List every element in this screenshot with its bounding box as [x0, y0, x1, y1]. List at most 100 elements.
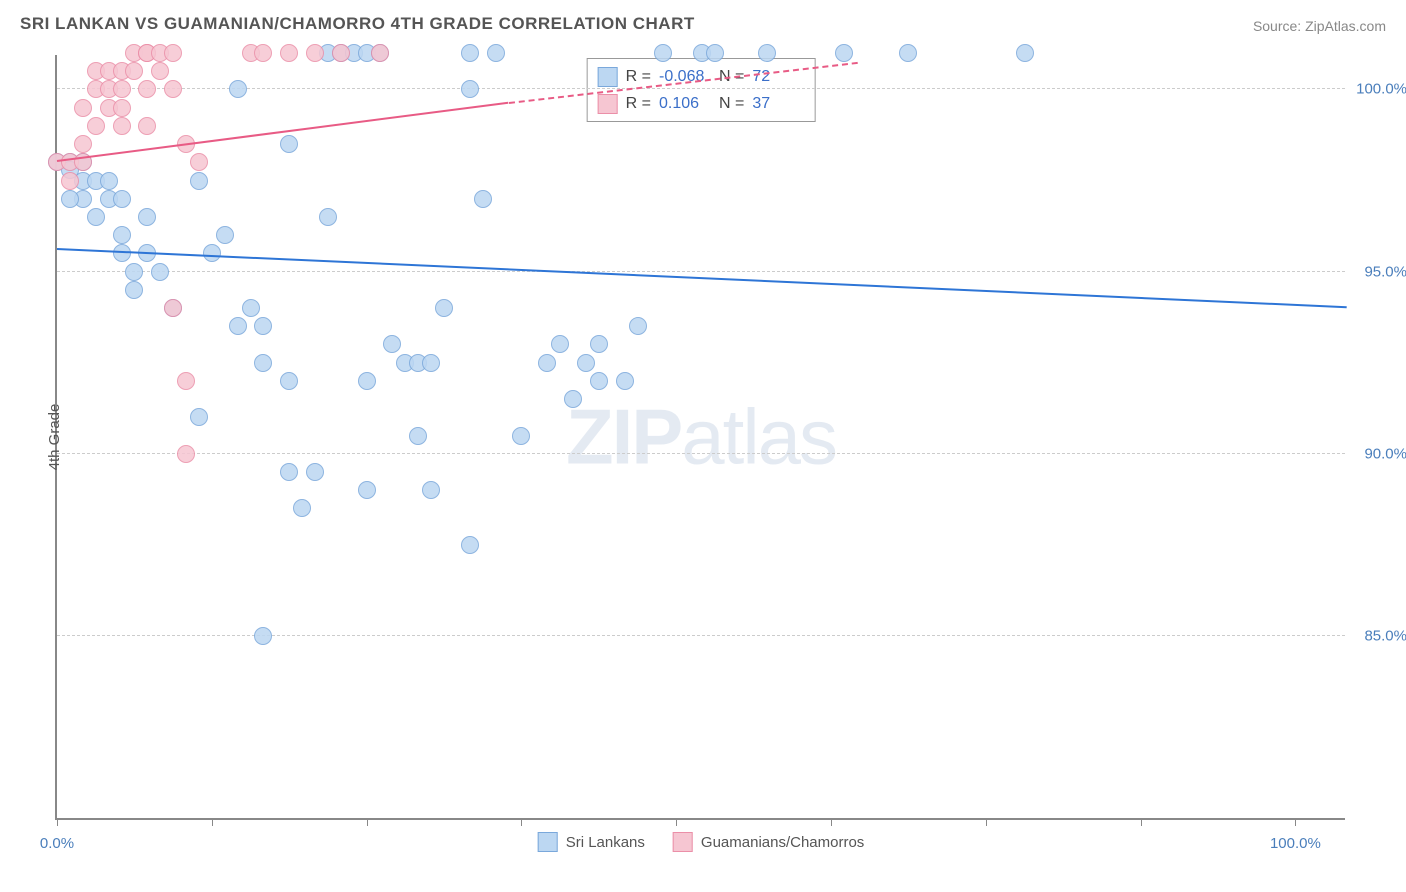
y-tick-label: 95.0% — [1364, 263, 1406, 280]
scatter-point — [254, 627, 272, 645]
scatter-point — [319, 208, 337, 226]
scatter-point — [538, 354, 556, 372]
stats-r-label-1: R = — [626, 90, 651, 117]
gridline-h — [57, 635, 1345, 636]
scatter-point — [654, 44, 672, 62]
scatter-point — [151, 263, 169, 281]
scatter-point — [164, 80, 182, 98]
scatter-point — [203, 244, 221, 262]
scatter-point — [280, 463, 298, 481]
stats-r-val-0: -0.068 — [659, 63, 711, 90]
x-tick — [1295, 818, 1296, 826]
scatter-point — [74, 99, 92, 117]
scatter-point — [422, 481, 440, 499]
scatter-point — [190, 153, 208, 171]
scatter-point — [758, 44, 776, 62]
x-tick — [521, 818, 522, 826]
scatter-point — [474, 190, 492, 208]
scatter-point — [616, 372, 634, 390]
stats-row-0: R = -0.068 N = 72 — [598, 63, 805, 90]
gridline-h — [57, 453, 1345, 454]
scatter-point — [590, 372, 608, 390]
scatter-point — [61, 172, 79, 190]
scatter-point — [254, 354, 272, 372]
scatter-point — [280, 44, 298, 62]
scatter-point — [358, 372, 376, 390]
source-prefix: Source: — [1253, 18, 1305, 34]
scatter-point — [409, 427, 427, 445]
scatter-point — [1016, 44, 1034, 62]
scatter-point — [177, 445, 195, 463]
scatter-point — [151, 62, 169, 80]
scatter-point — [461, 44, 479, 62]
y-tick-label: 90.0% — [1364, 445, 1406, 462]
scatter-point — [706, 44, 724, 62]
scatter-point — [100, 172, 118, 190]
scatter-point — [138, 117, 156, 135]
legend-label-1: Guamanians/Chamorros — [701, 834, 864, 851]
y-tick-label: 100.0% — [1356, 81, 1406, 98]
scatter-point — [125, 263, 143, 281]
scatter-point — [512, 427, 530, 445]
scatter-point — [254, 317, 272, 335]
legend-swatch-1 — [673, 832, 693, 852]
scatter-point — [899, 44, 917, 62]
x-tick — [367, 818, 368, 826]
scatter-point — [835, 44, 853, 62]
scatter-point — [551, 335, 569, 353]
stats-swatch-0 — [598, 67, 618, 87]
watermark: ZIPatlas — [566, 391, 836, 482]
scatter-point — [487, 44, 505, 62]
scatter-point — [74, 135, 92, 153]
stats-n-label-1: N = — [719, 90, 744, 117]
legend-label-0: Sri Lankans — [566, 834, 645, 851]
scatter-point — [461, 80, 479, 98]
scatter-point — [164, 44, 182, 62]
scatter-point — [383, 335, 401, 353]
chart-title: SRI LANKAN VS GUAMANIAN/CHAMORRO 4TH GRA… — [20, 14, 695, 34]
scatter-point — [113, 244, 131, 262]
scatter-point — [113, 226, 131, 244]
y-tick-label: 85.0% — [1364, 627, 1406, 644]
stats-r-val-1: 0.106 — [659, 90, 711, 117]
watermark-zip: ZIP — [566, 392, 681, 480]
legend-swatch-0 — [538, 832, 558, 852]
scatter-point — [138, 80, 156, 98]
scatter-point — [280, 372, 298, 390]
scatter-point — [242, 299, 260, 317]
scatter-point — [461, 536, 479, 554]
bottom-legend: Sri Lankans Guamanians/Chamorros — [538, 832, 865, 852]
scatter-point — [229, 317, 247, 335]
scatter-point — [629, 317, 647, 335]
scatter-point — [87, 208, 105, 226]
stats-row-1: R = 0.106 N = 37 — [598, 90, 805, 117]
scatter-point — [113, 117, 131, 135]
scatter-point — [254, 44, 272, 62]
gridline-h — [57, 271, 1345, 272]
scatter-point — [293, 499, 311, 517]
legend-item-1: Guamanians/Chamorros — [673, 832, 864, 852]
scatter-point — [358, 481, 376, 499]
scatter-point — [590, 335, 608, 353]
scatter-point — [564, 390, 582, 408]
y-axis-title: 4th Grade — [46, 403, 63, 470]
scatter-point — [577, 354, 595, 372]
scatter-point — [435, 299, 453, 317]
scatter-point — [190, 408, 208, 426]
source-link[interactable]: ZipAtlas.com — [1305, 18, 1386, 34]
scatter-point — [229, 80, 247, 98]
gridline-h — [57, 88, 1345, 89]
scatter-point — [280, 135, 298, 153]
x-tick — [212, 818, 213, 826]
scatter-point — [87, 117, 105, 135]
scatter-point — [113, 99, 131, 117]
scatter-point — [422, 354, 440, 372]
x-tick-label: 100.0% — [1270, 835, 1321, 852]
scatter-point — [125, 62, 143, 80]
scatter-point — [125, 281, 143, 299]
scatter-point — [61, 190, 79, 208]
scatter-point — [190, 172, 208, 190]
scatter-point — [138, 208, 156, 226]
stats-n-val-0: 72 — [752, 63, 804, 90]
scatter-point — [113, 190, 131, 208]
